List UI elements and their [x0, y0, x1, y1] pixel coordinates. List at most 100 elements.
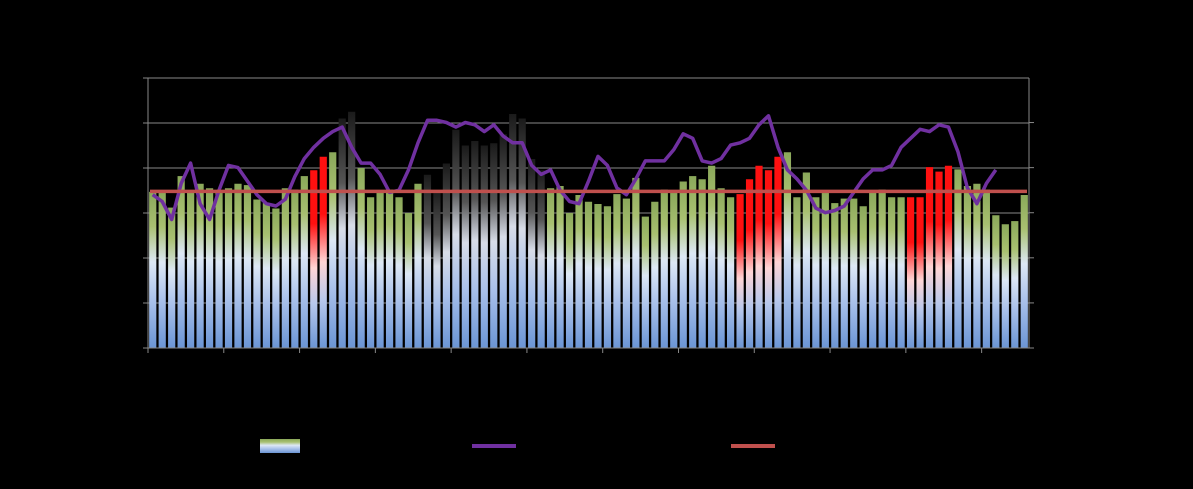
- bar: [461, 145, 469, 348]
- legend-swatch-red-line: [731, 444, 775, 448]
- bar: [404, 213, 413, 348]
- bar: [480, 145, 488, 348]
- bar: [310, 170, 318, 348]
- bar: [433, 190, 441, 348]
- bar: [196, 183, 204, 348]
- legend-swatch-purple-line: [472, 444, 516, 448]
- bar: [187, 190, 195, 348]
- bar: [300, 176, 308, 348]
- bar: [736, 194, 744, 348]
- bar: [603, 206, 612, 348]
- bar: [954, 169, 962, 348]
- bar: [821, 192, 829, 348]
- bar: [698, 179, 706, 348]
- bar: [385, 189, 394, 348]
- line-series: [150, 114, 1027, 222]
- bar: [774, 156, 782, 348]
- axes: [143, 77, 1034, 353]
- bar: [537, 170, 545, 348]
- bar: [224, 188, 233, 348]
- bar: [812, 197, 820, 348]
- legend: [0, 436, 1193, 456]
- bar: [367, 197, 375, 348]
- bar: [414, 183, 422, 348]
- legend-swatch-bars: [260, 439, 300, 453]
- bar: [509, 114, 517, 348]
- bar: [376, 192, 384, 348]
- bar: [660, 189, 668, 348]
- bar: [878, 189, 886, 348]
- bar: [253, 199, 261, 348]
- bar: [452, 129, 460, 348]
- bar: [708, 165, 716, 348]
- bar: [272, 208, 280, 348]
- bar: [565, 213, 574, 348]
- bar: [243, 185, 252, 348]
- bar: [442, 163, 451, 348]
- bar: [490, 143, 498, 348]
- bar: [471, 141, 479, 348]
- bar: [149, 191, 157, 348]
- bar: [575, 195, 583, 348]
- bar: [726, 197, 735, 348]
- bar: [963, 186, 972, 348]
- bar: [291, 189, 299, 348]
- bar: [831, 203, 839, 348]
- bar: [992, 215, 1000, 348]
- bar: [793, 197, 801, 348]
- bar: [528, 159, 536, 348]
- bar: [262, 203, 271, 348]
- bar: [348, 111, 356, 348]
- bar: [1020, 195, 1028, 348]
- bar: [679, 181, 687, 348]
- bar: [281, 188, 289, 348]
- bar: [916, 197, 924, 348]
- bar: [499, 134, 507, 348]
- bar: [925, 167, 934, 348]
- bar: [897, 197, 905, 348]
- bar: [168, 207, 176, 348]
- bar: [158, 192, 166, 348]
- bar: [319, 156, 327, 348]
- bar: [613, 194, 621, 348]
- bar: [518, 118, 526, 348]
- bar: [888, 197, 896, 348]
- bar: [717, 188, 725, 348]
- bar: [205, 188, 214, 348]
- bar: [357, 168, 365, 348]
- bar: [584, 201, 593, 348]
- bar: [973, 183, 981, 348]
- bar: [944, 165, 953, 348]
- bar: [395, 197, 403, 348]
- bar: [556, 186, 564, 348]
- bar: [850, 198, 858, 348]
- bar: [547, 188, 555, 348]
- bar: [689, 176, 697, 348]
- bar: [423, 174, 432, 348]
- bar: [840, 198, 848, 348]
- bar: [338, 118, 346, 348]
- bar-series: [149, 111, 1028, 348]
- bar: [755, 165, 763, 348]
- bar: [906, 197, 915, 348]
- bar: [234, 183, 242, 348]
- bar: [859, 206, 867, 348]
- bar: [783, 152, 792, 348]
- bar: [982, 189, 990, 348]
- bar: [670, 192, 678, 348]
- bar: [745, 179, 754, 348]
- bar: [935, 171, 943, 348]
- bar: [764, 170, 773, 348]
- bar: [641, 216, 649, 348]
- bar: [177, 176, 185, 348]
- bar: [651, 201, 659, 348]
- bar: [802, 172, 810, 348]
- bar: [215, 191, 223, 348]
- bar: [869, 192, 877, 348]
- bar: [594, 204, 602, 348]
- bar: [329, 152, 337, 348]
- bar: [1001, 224, 1009, 348]
- bar: [622, 198, 630, 348]
- bar: [632, 177, 640, 348]
